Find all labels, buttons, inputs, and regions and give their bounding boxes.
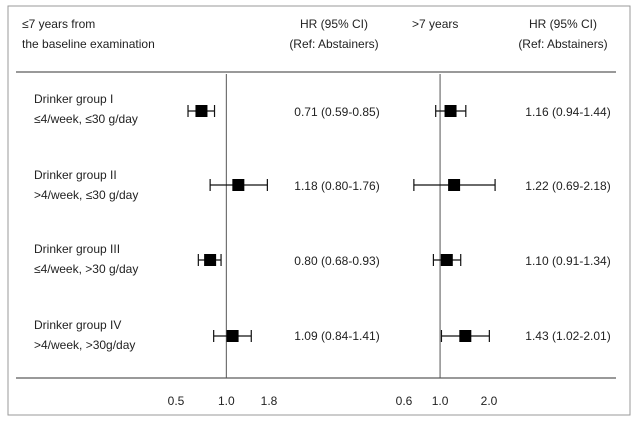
panel-2-ci-header-line-2: (Ref: Abstainers) [518, 37, 607, 51]
panel-1-hr-label-1: 0.71 (0.59-0.85) [294, 105, 379, 119]
panel-1-hr-label-2: 1.18 (0.80-1.76) [294, 179, 379, 193]
panel-2-tick-label-2: 1.0 [432, 394, 449, 408]
figure-frame [7, 5, 631, 416]
panel-1-tick-label-3: 1.8 [261, 394, 278, 408]
panel-2-row-4-hr-point [459, 330, 472, 342]
group-1-detail: ≤4/week, ≤30 g/day [34, 112, 138, 126]
panel-2-hr-label-1: 1.16 (0.94-1.44) [525, 105, 610, 119]
panel-2-hr-label-4: 1.43 (1.02-2.01) [525, 329, 610, 343]
panel-2-row-1-hr-point [444, 105, 457, 117]
panel-2-header-line-1: >7 years [412, 17, 458, 31]
panel-1-ci-header-line-2: (Ref: Abstainers) [289, 37, 378, 51]
group-3-detail: ≤4/week, >30 g/day [34, 262, 138, 276]
panel-1-header-line-1: ≤7 years from [22, 17, 95, 31]
panel-1-header-line-2: the baseline examination [22, 37, 155, 51]
panel-2-row-3-hr-point [440, 254, 453, 266]
panel-2-ci-header-line-1: HR (95% CI) [529, 17, 597, 31]
group-3-name: Drinker group III [34, 242, 120, 256]
panel-2-tick-label-3: 2.0 [481, 394, 498, 408]
panel-1-ci-header-line-1: HR (95% CI) [300, 17, 368, 31]
panel-2-hr-label-2: 1.22 (0.69-2.18) [525, 179, 610, 193]
panel-1-row-2-hr-point [232, 179, 245, 191]
panel-1-row-1-hr-point [195, 105, 208, 117]
panel-2-hr-label-3: 1.10 (0.91-1.34) [525, 254, 610, 268]
panel-2-row-2-hr-point [448, 179, 461, 191]
group-1-name: Drinker group I [34, 92, 113, 106]
panel-1-row-3-hr-point [204, 254, 217, 266]
panel-1-row-4-hr-point [226, 330, 239, 342]
panel-1-hr-label-3: 0.80 (0.68-0.93) [294, 254, 379, 268]
group-4-detail: >4/week, >30g/day [34, 338, 135, 352]
panel-2-tick-label-1: 0.6 [396, 394, 413, 408]
panel-1-tick-label-1: 0.5 [168, 394, 185, 408]
group-4-name: Drinker group IV [34, 318, 121, 332]
group-2-detail: >4/week, ≤30 g/day [34, 188, 138, 202]
forest-marks: 0.5 1.0 1.8 0.6 1.0 2.0 [168, 74, 498, 408]
panel-1-tick-label-2: 1.0 [218, 394, 235, 408]
group-2-name: Drinker group II [34, 168, 117, 182]
panel-1-hr-label-4: 1.09 (0.84-1.41) [294, 329, 379, 343]
